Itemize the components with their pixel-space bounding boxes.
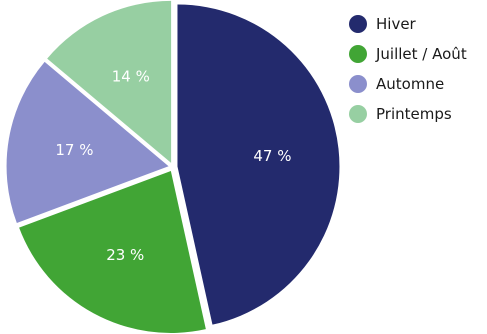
legend-swatch-automne [349,75,367,93]
legend-label-juillet-aout: Juillet / Août [376,45,467,63]
pie-slice-automne [6,61,169,223]
slice-label-hiver: 47 % [253,147,291,165]
slice-label-juillet-aout: 23 % [106,246,144,264]
pie-slice-juillet-aout [19,170,206,333]
legend-item-printemps: Printemps [349,99,467,129]
legend-item-juillet-aout: Juillet / Août [349,39,467,69]
pie-slice-hiver [177,4,340,325]
legend-item-hiver: Hiver [349,9,467,39]
legend-item-automne: Automne [349,69,467,99]
legend-swatch-printemps [349,105,367,123]
legend-swatch-juillet-aout [349,45,367,63]
slice-label-automne: 17 % [55,141,93,159]
slice-label-printemps: 14 % [112,67,150,85]
legend-label-printemps: Printemps [376,105,452,123]
legend: Hiver Juillet / Août Automne Printemps [349,9,467,129]
pie-slice-printemps [47,0,172,163]
legend-label-automne: Automne [376,75,445,93]
legend-label-hiver: Hiver [376,15,416,33]
legend-swatch-hiver [349,15,367,33]
